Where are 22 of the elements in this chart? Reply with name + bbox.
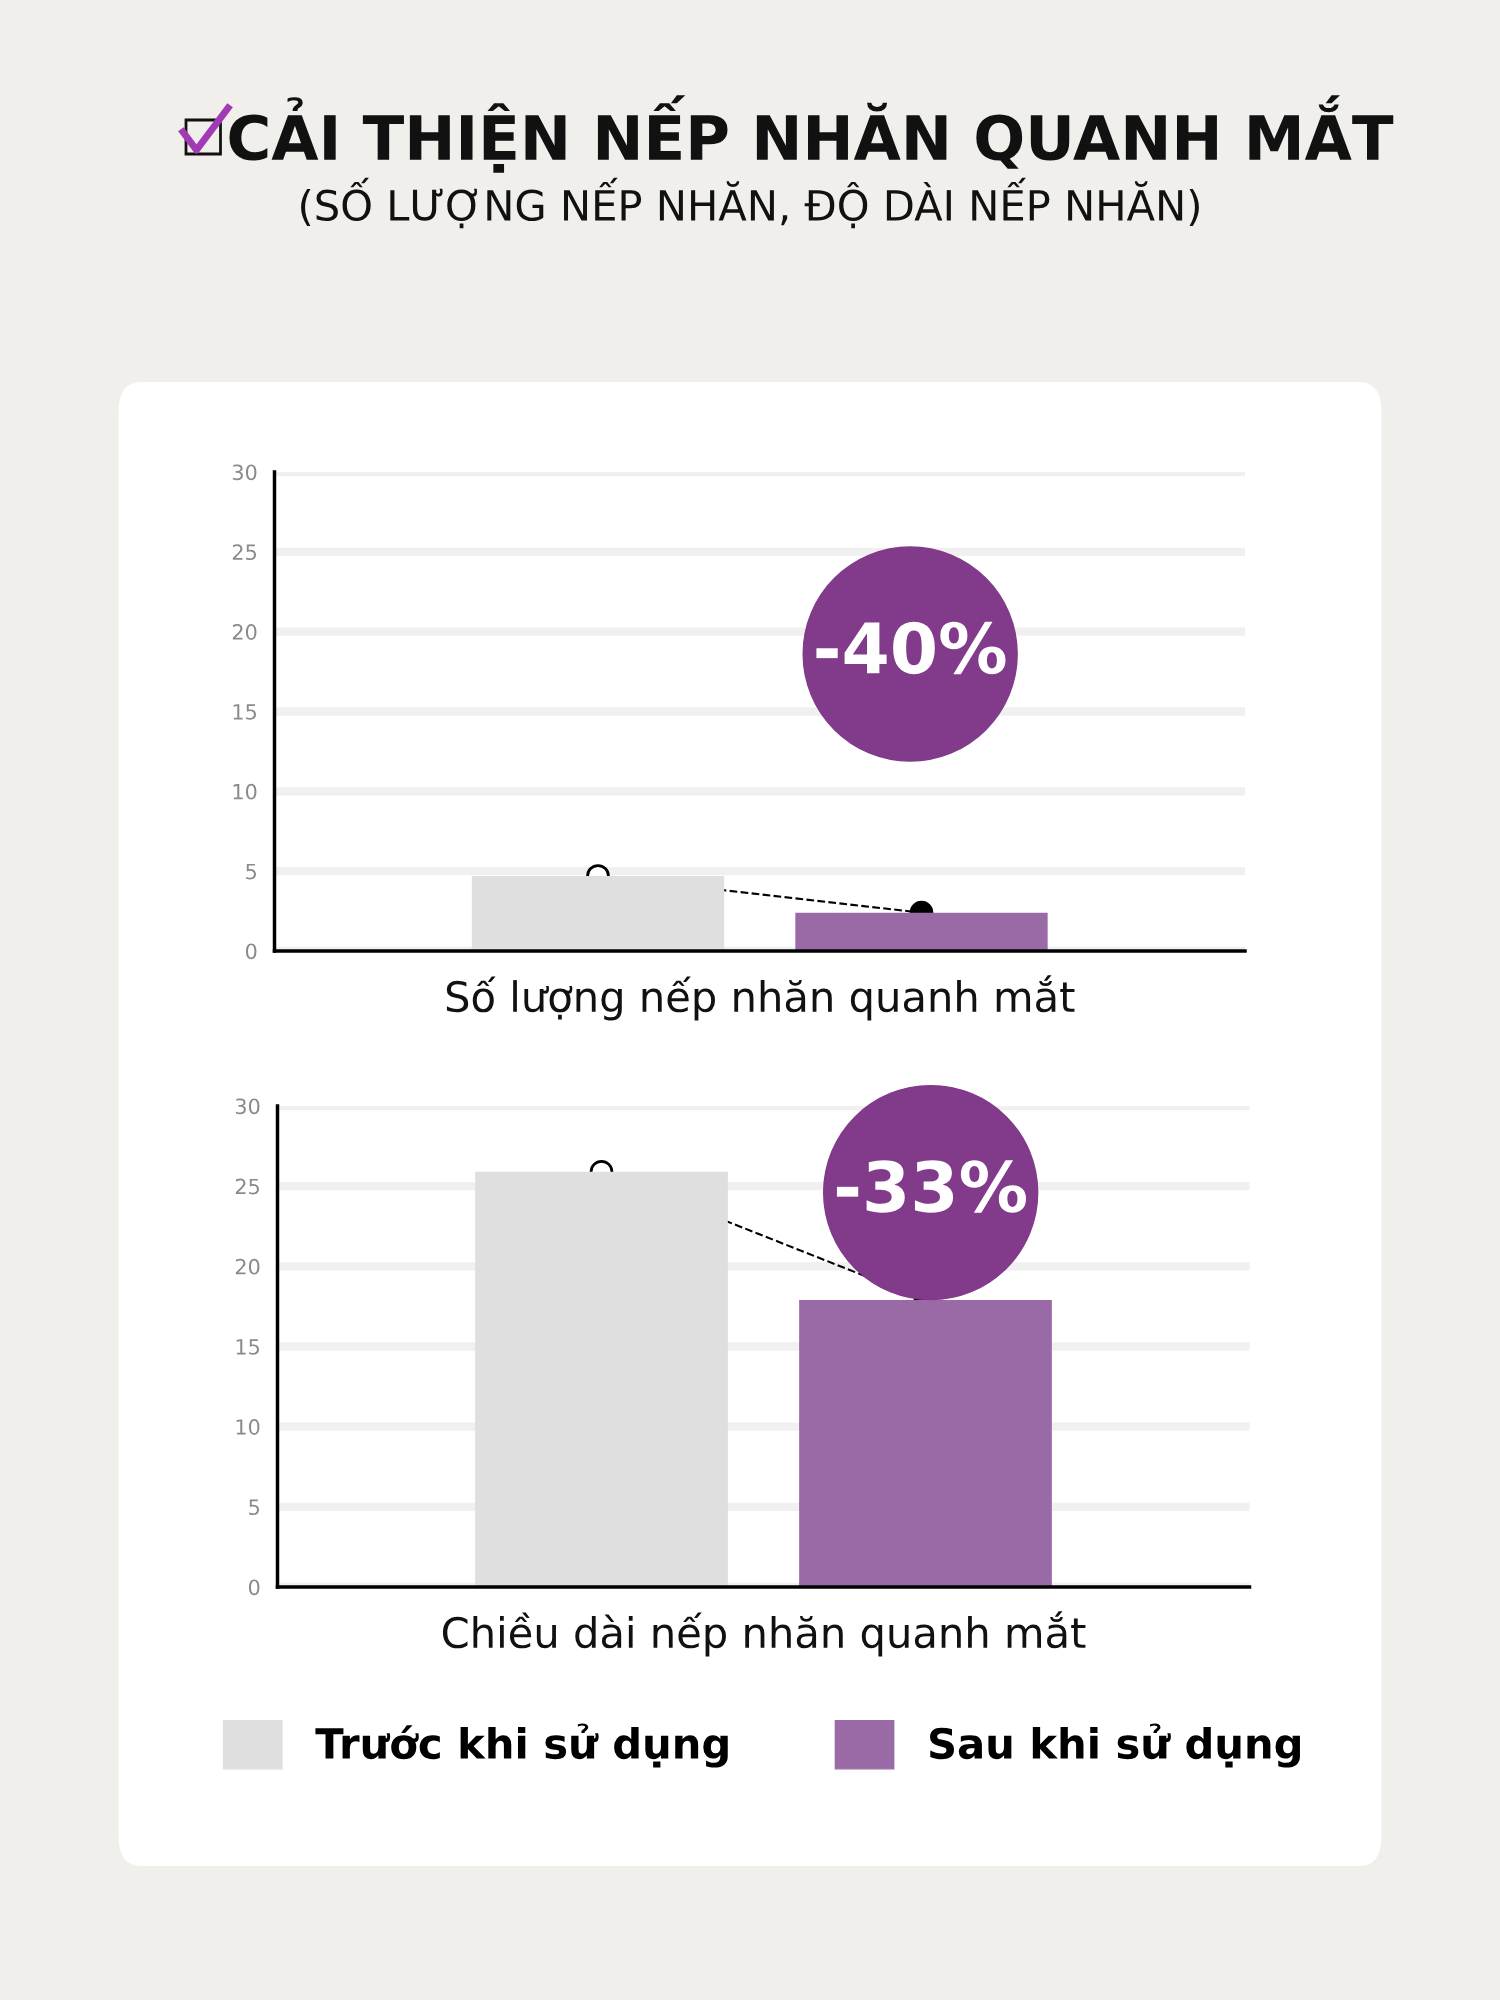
y-tick-label: 20	[232, 624, 257, 640]
chart-subtitle: (SỐ LƯỢNG NẾP NHĂN, ĐỘ DÀI NẾP NHĂN)	[301, 177, 1199, 229]
y-tick-label: 25	[235, 1178, 260, 1195]
y-tick-label: 10	[233, 783, 257, 800]
legend-label: Sau khi sử dụng	[930, 1723, 1300, 1768]
y-tick-label: 25	[232, 544, 257, 561]
y-tick-label: 10	[236, 1419, 260, 1435]
x-axis-title: Chiều dài nếp nhăn quanh mắt	[442, 1611, 1086, 1657]
y-tick-label: 15	[233, 704, 257, 720]
annotation: -33%	[836, 1160, 1026, 1213]
legend-label: Trước khi sử dụng	[315, 1723, 728, 1768]
y-tick-label: 5	[249, 1499, 260, 1516]
y-tick-label: 5	[246, 863, 257, 880]
y-tick-label: 15	[236, 1339, 260, 1355]
chart-title: CẢI THIỆN NẾP NHĂN QUANH MẮT	[229, 95, 1394, 173]
y-tick-label: 0	[245, 943, 257, 960]
annotation: -40%	[816, 621, 1006, 675]
y-tick-label: 30	[235, 1098, 260, 1115]
y-tick-label: 0	[248, 1579, 260, 1596]
y-tick-label: 30	[232, 464, 257, 481]
x-axis-title: Số lượng nếp nhăn quanh mắt	[446, 975, 1075, 1021]
y-tick-label: 20	[235, 1258, 260, 1275]
